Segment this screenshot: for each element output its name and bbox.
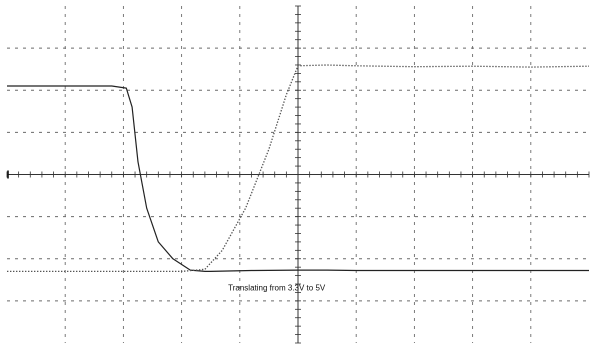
grid — [6, 5, 590, 344]
annotation-text: Translating from 3.3V to 5V — [228, 283, 326, 292]
traces — [7, 64, 590, 273]
trace-output — [7, 64, 590, 273]
